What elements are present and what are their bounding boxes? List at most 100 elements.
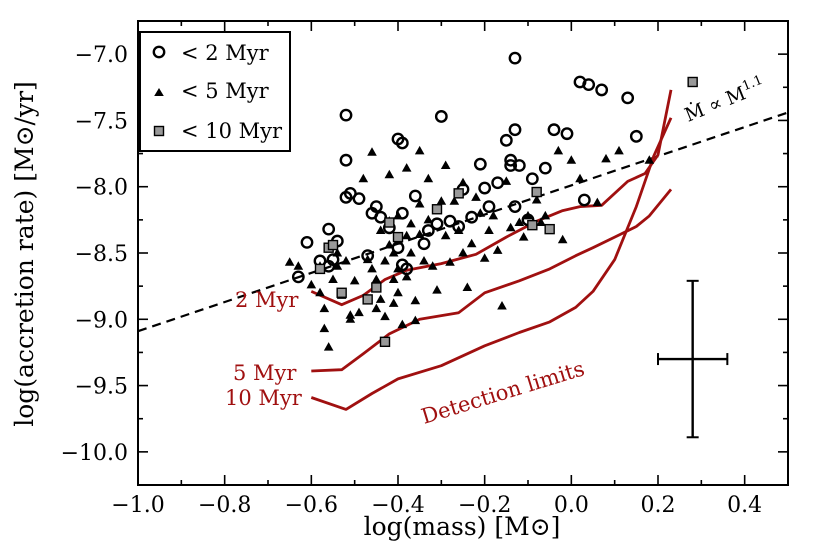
scatter-point-lt5myr	[358, 173, 369, 183]
scatter-point-lt5myr	[349, 275, 360, 285]
legend-label-2myr: < 2 Myr	[181, 41, 270, 65]
x-tick-label: 0.0	[554, 493, 589, 518]
scatter-point-lt5myr	[458, 248, 468, 257]
scatter-point-lt10myr	[379, 336, 391, 348]
scatter-point-lt5myr	[375, 225, 386, 234]
y-tick-label: −9.5	[75, 375, 128, 400]
scatter-point-lt5myr	[644, 155, 655, 164]
scatter-point-lt5myr	[566, 155, 577, 164]
fit-line-exponent: 1.1	[740, 73, 765, 95]
scatter-point-lt5myr	[406, 218, 416, 228]
x-tick-label: −0.8	[198, 493, 251, 518]
scatter-point-lt5myr	[393, 287, 403, 297]
scatter-point-lt5myr	[367, 263, 377, 273]
scatter-point-lt10myr	[431, 204, 443, 215]
scatter-point-lt2myr	[504, 159, 518, 172]
scatter-point-lt5myr	[414, 229, 425, 238]
curve-label-2myr: 2 Myr	[235, 288, 299, 312]
scatter-point-lt5myr	[414, 198, 425, 208]
scatter-point-lt2myr	[547, 123, 561, 137]
scatter-point-lt2myr	[560, 127, 574, 141]
scatter-point-lt5myr	[406, 248, 416, 257]
scatter-point-lt5myr	[445, 257, 455, 266]
y-tick-label: −10.0	[61, 441, 128, 466]
scatter-point-lt5myr	[440, 230, 451, 240]
scatter-point-lt2myr	[430, 217, 444, 231]
scatter-point-lt2myr	[408, 189, 422, 203]
x-tick-label: −0.4	[371, 493, 424, 518]
scatter-point-lt5myr	[531, 194, 542, 204]
scatter-point-lt5myr	[423, 173, 434, 183]
scatter-point-lt2myr	[369, 200, 383, 214]
scatter-point-lt5myr	[323, 342, 334, 351]
scatter-point-lt10myr	[362, 294, 373, 305]
scatter-point-lt10myr	[336, 287, 347, 298]
scatter-point-lt2myr	[339, 190, 353, 204]
y-tick-label: −7.0	[75, 43, 128, 68]
legend: < 2 Myr < 5 Myr < 10 Myr	[139, 31, 291, 152]
scatter-point-lt5myr	[432, 285, 442, 294]
detection-curve-5myr	[311, 188, 673, 373]
scatter-point-lt5myr	[319, 303, 330, 313]
scatter-point-lt10myr	[314, 263, 326, 275]
scatter-point-lt5myr	[614, 145, 624, 155]
scatter-point-lt5myr	[367, 147, 377, 156]
scatter-point-lt2myr	[417, 237, 431, 251]
scatter-point-lt5myr	[575, 173, 585, 183]
scatter-point-lt5myr	[380, 255, 390, 265]
scatter-point-lt5myr	[388, 274, 399, 284]
scatter-point-lt5myr	[484, 225, 494, 234]
scatter-point-lt5myr	[523, 210, 533, 220]
scatter-point-lt2myr	[525, 172, 539, 186]
scatter-point-lt2myr	[629, 129, 643, 143]
scatter-point-lt5myr	[466, 238, 477, 248]
scatter-point-lt5myr	[440, 160, 451, 170]
scatter-point-lt2myr	[300, 235, 314, 249]
y-tick-label: −8.5	[75, 242, 128, 267]
scatter-point-lt2myr	[595, 83, 609, 97]
scatter-point-lt10myr	[531, 186, 542, 198]
scatter-point-lt5myr	[410, 315, 421, 325]
scatter-point-lt5myr	[388, 248, 399, 257]
scatter-point-lt5myr	[458, 177, 468, 187]
scatter-point-lt10myr	[371, 282, 382, 293]
scatter-point-lt2myr	[339, 153, 353, 167]
scatter-point-lt2myr	[322, 222, 336, 236]
x-axis-label: log(mass) [M⊙]	[364, 512, 561, 541]
y-axis-label: log(accretion rate) [M⊙/yr]	[10, 81, 39, 427]
scatter-point-lt5myr	[462, 282, 473, 291]
scatter-point-lt5myr	[401, 271, 412, 281]
scatter-point-lt2myr	[434, 110, 448, 123]
legend-open-circle-marker	[152, 45, 166, 59]
scatter-point-lt10myr	[384, 217, 395, 228]
scatter-point-lt5myr	[393, 210, 403, 220]
scatter-point-lt5myr	[419, 255, 429, 265]
scatter-point-lt2myr	[465, 210, 479, 224]
scatter-point-lt10myr	[453, 188, 464, 199]
x-tick-label: 0.4	[727, 493, 762, 518]
scatter-point-lt10myr	[687, 76, 698, 88]
y-tick-label: −7.5	[75, 109, 128, 134]
plot-area	[138, 51, 788, 439]
curve-label-5myr: 5 Myr	[233, 361, 297, 385]
scatter-point-lt5myr	[384, 240, 395, 249]
scatter-point-lt5myr	[332, 261, 343, 270]
scatter-point-lt2myr	[482, 200, 496, 214]
curve-label-10myr: 10 Myr	[225, 386, 303, 410]
scatter-point-lt2myr	[538, 161, 552, 175]
scatter-point-lt5myr	[397, 319, 408, 329]
x-tick-label: −0.2	[458, 493, 511, 518]
scatter-point-lt5myr	[497, 301, 507, 310]
scatter-point-lt5myr	[328, 274, 338, 284]
scatter-point-lt5myr	[380, 311, 390, 321]
scatter-point-lt5myr	[371, 303, 382, 313]
scatter-point-lt5myr	[375, 294, 386, 303]
y-tick-label: −9.0	[75, 308, 128, 333]
chart-marks-layer: −1.0 −0.8 −0.6 −0.4 −0.2 0.0 0.2 0.4 −10.0 −9.5 −9…	[61, 20, 789, 518]
scatter-point-lt5myr	[479, 253, 490, 262]
scatter-point-lt5myr	[449, 196, 460, 205]
scatter-point-lt5myr	[488, 210, 499, 220]
scatter-point-lt5myr	[401, 163, 412, 172]
scatter-point-lt2myr	[491, 176, 505, 190]
